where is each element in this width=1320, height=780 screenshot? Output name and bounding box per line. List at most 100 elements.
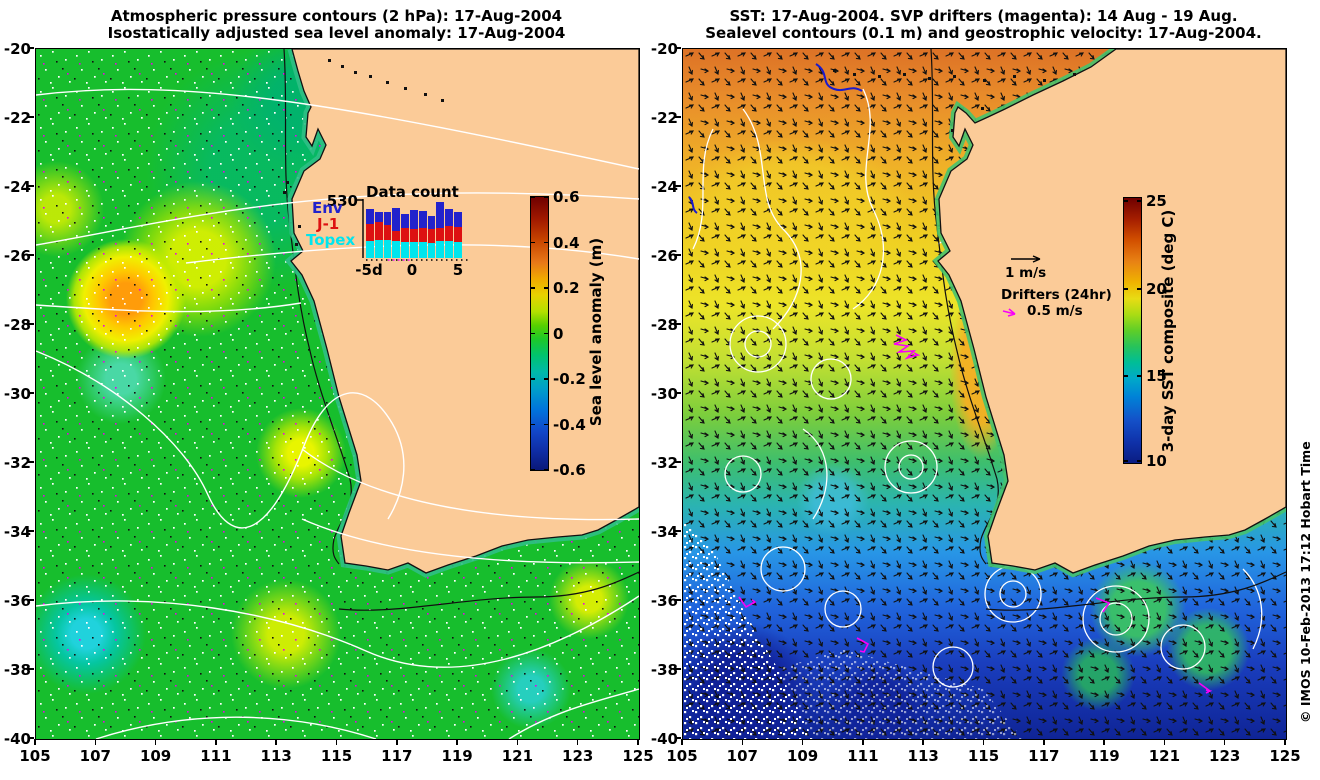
left-panel-title-line1: Atmospheric pressure contours (2 hPa): 1… bbox=[110, 7, 563, 25]
y-tick bbox=[28, 47, 34, 49]
colorbar-tick bbox=[544, 423, 548, 426]
y-tick-label: -40 bbox=[3, 730, 31, 748]
x-tick bbox=[1103, 739, 1105, 745]
imos-watermark: © IMOS 10-Feb-2013 17:12 Hobart Time bbox=[1298, 441, 1313, 723]
colorbar-tick bbox=[1137, 460, 1141, 462]
sst-colorbar-tick-label: 15 bbox=[1146, 367, 1167, 385]
y-tick bbox=[675, 254, 681, 256]
x-tick-label: 125 bbox=[622, 747, 654, 765]
seg-topex bbox=[453, 242, 462, 258]
colorbar-tick bbox=[1137, 288, 1141, 290]
y-tick-label: -30 bbox=[3, 385, 31, 403]
y-tick bbox=[28, 461, 34, 463]
x-tick-label: 109 bbox=[786, 747, 819, 765]
inset-title: Data count bbox=[366, 183, 459, 201]
colorbar-tick bbox=[531, 423, 535, 426]
y-tick-label: -28 bbox=[650, 316, 678, 334]
sst-colorbar: 25 20 15 10 bbox=[1123, 192, 1167, 470]
y-tick-label: -24 bbox=[3, 178, 31, 196]
inset-bar bbox=[366, 209, 374, 258]
y-tick-label: -26 bbox=[650, 247, 678, 265]
y-tick-label: -34 bbox=[3, 523, 31, 541]
left-panel-title-line2: Isostatically adjusted sea level anomaly… bbox=[107, 24, 566, 42]
inset-bar bbox=[427, 215, 436, 258]
svp-drifter-tracks bbox=[738, 334, 1213, 694]
seg-topex bbox=[418, 242, 427, 258]
sla-colorbar-tick-label: 0.4 bbox=[553, 233, 580, 252]
y-tick-label: -38 bbox=[650, 661, 678, 679]
x-tick bbox=[801, 739, 804, 745]
sst-map: 1 m/s Drifters (24hr) 0.5 m/s 25 20 15 10 3… bbox=[682, 48, 1287, 740]
inset-legend-env: Env bbox=[312, 199, 343, 217]
colorbar-tick bbox=[1124, 375, 1128, 377]
y-tick bbox=[28, 116, 34, 118]
seg-topex bbox=[409, 241, 418, 258]
seg-topex bbox=[366, 240, 374, 258]
inset-histogram-bars bbox=[366, 201, 463, 258]
seg-env bbox=[436, 202, 445, 229]
colorbar-tick bbox=[1137, 375, 1141, 377]
x-tick bbox=[741, 739, 744, 745]
seg-env bbox=[453, 211, 462, 228]
right-panel-title-line1: SST: 17-Aug-2004. SVP drifters (magenta)… bbox=[729, 7, 1238, 25]
sla-colorbar-tick-label: -0.2 bbox=[553, 370, 586, 388]
inset-bar bbox=[401, 214, 409, 258]
x-tick-label: 111 bbox=[847, 747, 879, 765]
y-tick bbox=[28, 392, 34, 394]
land-western-australia bbox=[290, 49, 639, 574]
inset-bar bbox=[453, 211, 462, 258]
drifter-track-blue bbox=[688, 63, 863, 214]
x-tick-label: 105 bbox=[19, 747, 51, 765]
colorbar-tick bbox=[1124, 288, 1128, 290]
shelf-contour-lines bbox=[283, 49, 639, 611]
x-tick-label: 119 bbox=[1088, 747, 1120, 765]
coastal-islands bbox=[283, 59, 444, 246]
x-tick-label: 109 bbox=[139, 747, 172, 765]
y-tick bbox=[675, 668, 681, 670]
seg-topex bbox=[374, 239, 383, 258]
y-tick bbox=[28, 599, 34, 601]
colorbar-tick bbox=[531, 287, 535, 289]
x-tick bbox=[681, 739, 683, 745]
x-tick-label: 113 bbox=[260, 747, 292, 765]
x-tick bbox=[982, 739, 985, 745]
seg-env bbox=[445, 209, 453, 227]
x-tick bbox=[335, 739, 338, 745]
sla-colorbar-tick-label: 0.2 bbox=[553, 279, 580, 297]
seg-topex bbox=[436, 241, 445, 258]
x-tick-label: 107 bbox=[79, 747, 111, 765]
shelf-contour-lines bbox=[930, 49, 1286, 611]
x-tick bbox=[922, 739, 924, 745]
drifter-legend-label: Drifters (24hr) bbox=[1001, 287, 1112, 303]
y-tick-label: -22 bbox=[3, 109, 31, 127]
seg-topex bbox=[383, 240, 392, 258]
inset-legend-topex: Topex bbox=[306, 231, 356, 249]
velocity-scale-label: 1 m/s bbox=[1005, 265, 1047, 281]
colorbar-tick bbox=[544, 469, 548, 471]
inset-bar bbox=[436, 202, 445, 258]
inset-bar bbox=[392, 207, 401, 258]
seg-j1 bbox=[366, 223, 374, 241]
sla-colorbar-tick-label: 0 bbox=[553, 324, 564, 343]
seg-j1 bbox=[418, 228, 427, 243]
x-tick-label: 115 bbox=[320, 747, 353, 765]
y-tick-label: -30 bbox=[650, 385, 678, 403]
sst-colorbar-label: 3-day SST composite (deg C) bbox=[1159, 209, 1177, 453]
seg-topex bbox=[392, 241, 401, 258]
y-tick bbox=[675, 737, 681, 739]
seg-j1 bbox=[374, 222, 383, 240]
x-tick bbox=[637, 739, 639, 745]
x-tick bbox=[396, 739, 398, 745]
x-tick-label: 117 bbox=[1028, 747, 1060, 765]
seg-j1 bbox=[436, 228, 445, 242]
x-tick-label: 121 bbox=[501, 747, 534, 765]
sla-colorbar-tick-label: -0.4 bbox=[553, 415, 586, 434]
x-tick-label: 107 bbox=[726, 747, 758, 765]
x-tick bbox=[154, 739, 157, 745]
colorbar-tick bbox=[544, 287, 548, 289]
x-tick-label: 119 bbox=[441, 747, 473, 765]
land-western-australia bbox=[937, 49, 1286, 574]
colorbar-tick bbox=[544, 378, 548, 380]
colorbar-tick bbox=[531, 241, 535, 244]
inset-bar bbox=[409, 209, 418, 258]
